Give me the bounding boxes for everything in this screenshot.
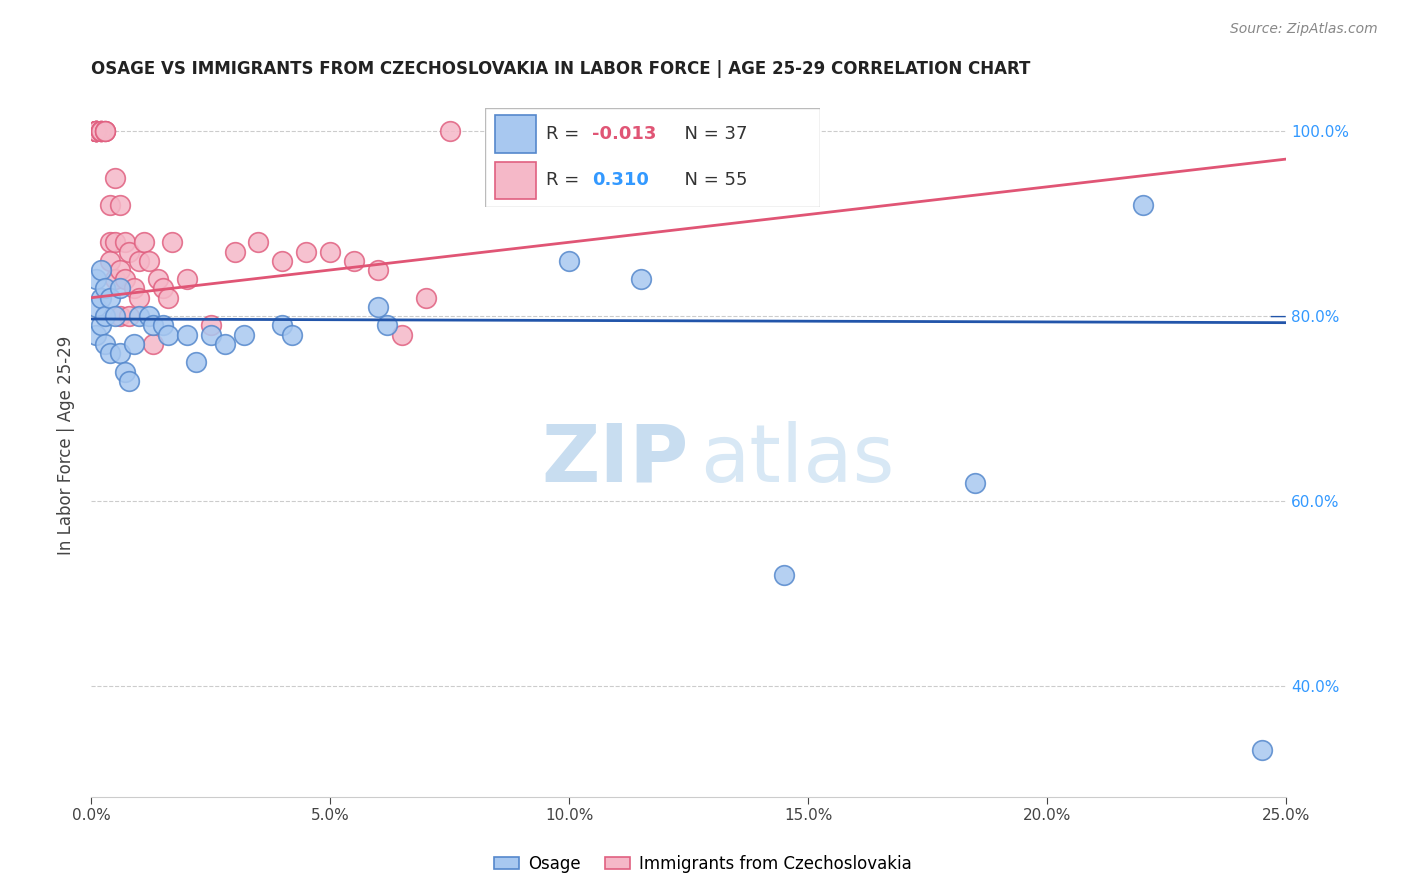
Point bbox=[138, 309, 160, 323]
Point bbox=[128, 309, 150, 323]
Point bbox=[84, 327, 107, 342]
Point bbox=[132, 235, 155, 250]
Point bbox=[439, 124, 461, 138]
Point bbox=[84, 124, 107, 138]
Point bbox=[510, 124, 533, 138]
Point bbox=[98, 198, 121, 212]
Point bbox=[90, 318, 112, 333]
Point bbox=[114, 272, 136, 286]
Point bbox=[1251, 743, 1274, 757]
Point bbox=[128, 253, 150, 268]
Point bbox=[84, 124, 107, 138]
Text: atlas: atlas bbox=[700, 421, 894, 499]
Point bbox=[84, 124, 107, 138]
Text: —: — bbox=[1270, 307, 1286, 326]
Point bbox=[84, 124, 107, 138]
Point bbox=[152, 281, 174, 295]
Point bbox=[281, 327, 304, 342]
Point bbox=[486, 124, 509, 138]
Point bbox=[108, 281, 131, 295]
Point bbox=[118, 244, 141, 259]
Point bbox=[630, 272, 652, 286]
Y-axis label: In Labor Force | Age 25-29: In Labor Force | Age 25-29 bbox=[58, 336, 75, 555]
Point bbox=[176, 272, 198, 286]
Point bbox=[104, 170, 127, 185]
Point bbox=[142, 337, 165, 351]
Point bbox=[186, 355, 208, 369]
Point bbox=[415, 291, 437, 305]
Point bbox=[118, 309, 141, 323]
Text: Source: ZipAtlas.com: Source: ZipAtlas.com bbox=[1230, 22, 1378, 37]
Point bbox=[94, 124, 117, 138]
Point bbox=[558, 253, 581, 268]
Point bbox=[90, 124, 112, 138]
Point bbox=[90, 124, 112, 138]
Point bbox=[122, 281, 145, 295]
Point bbox=[176, 327, 198, 342]
Point bbox=[94, 124, 117, 138]
Point bbox=[84, 124, 107, 138]
Point bbox=[271, 253, 294, 268]
Point bbox=[773, 568, 796, 582]
Point bbox=[156, 327, 179, 342]
Point bbox=[90, 124, 112, 138]
Point bbox=[319, 244, 342, 259]
Point bbox=[90, 124, 112, 138]
Point bbox=[233, 327, 256, 342]
Point bbox=[1132, 198, 1154, 212]
Point bbox=[94, 124, 117, 138]
Point bbox=[247, 235, 270, 250]
Point bbox=[98, 291, 121, 305]
Point bbox=[367, 263, 389, 277]
Point bbox=[377, 318, 399, 333]
Point bbox=[108, 263, 131, 277]
Point bbox=[84, 124, 107, 138]
Point bbox=[142, 318, 165, 333]
Point bbox=[84, 272, 107, 286]
Point bbox=[90, 263, 112, 277]
Point bbox=[152, 318, 174, 333]
Point bbox=[94, 337, 117, 351]
Point bbox=[114, 235, 136, 250]
Point bbox=[391, 327, 413, 342]
Point bbox=[965, 475, 987, 490]
Point bbox=[146, 272, 169, 286]
Point bbox=[104, 309, 127, 323]
Legend: Osage, Immigrants from Czechoslovakia: Osage, Immigrants from Czechoslovakia bbox=[488, 848, 918, 880]
Point bbox=[200, 327, 222, 342]
Point bbox=[200, 318, 222, 333]
Point bbox=[138, 253, 160, 268]
Point bbox=[156, 291, 179, 305]
Point bbox=[84, 124, 107, 138]
Point bbox=[271, 318, 294, 333]
Point bbox=[104, 272, 127, 286]
Point bbox=[108, 198, 131, 212]
Point bbox=[108, 346, 131, 360]
Point bbox=[214, 337, 236, 351]
Point bbox=[98, 253, 121, 268]
Point bbox=[367, 300, 389, 314]
Point bbox=[128, 291, 150, 305]
Point bbox=[98, 346, 121, 360]
Point bbox=[295, 244, 318, 259]
Point bbox=[114, 365, 136, 379]
Point bbox=[84, 124, 107, 138]
Point bbox=[122, 337, 145, 351]
Point bbox=[118, 374, 141, 388]
Point bbox=[94, 309, 117, 323]
Point bbox=[90, 291, 112, 305]
Text: ZIP: ZIP bbox=[541, 421, 689, 499]
Point bbox=[162, 235, 184, 250]
Point bbox=[224, 244, 246, 259]
Text: OSAGE VS IMMIGRANTS FROM CZECHOSLOVAKIA IN LABOR FORCE | AGE 25-29 CORRELATION C: OSAGE VS IMMIGRANTS FROM CZECHOSLOVAKIA … bbox=[91, 60, 1031, 78]
Point bbox=[84, 124, 107, 138]
Point bbox=[108, 309, 131, 323]
Point bbox=[98, 235, 121, 250]
Point bbox=[84, 300, 107, 314]
Point bbox=[343, 253, 366, 268]
Point bbox=[104, 235, 127, 250]
Point bbox=[90, 124, 112, 138]
Point bbox=[84, 124, 107, 138]
Point bbox=[94, 281, 117, 295]
